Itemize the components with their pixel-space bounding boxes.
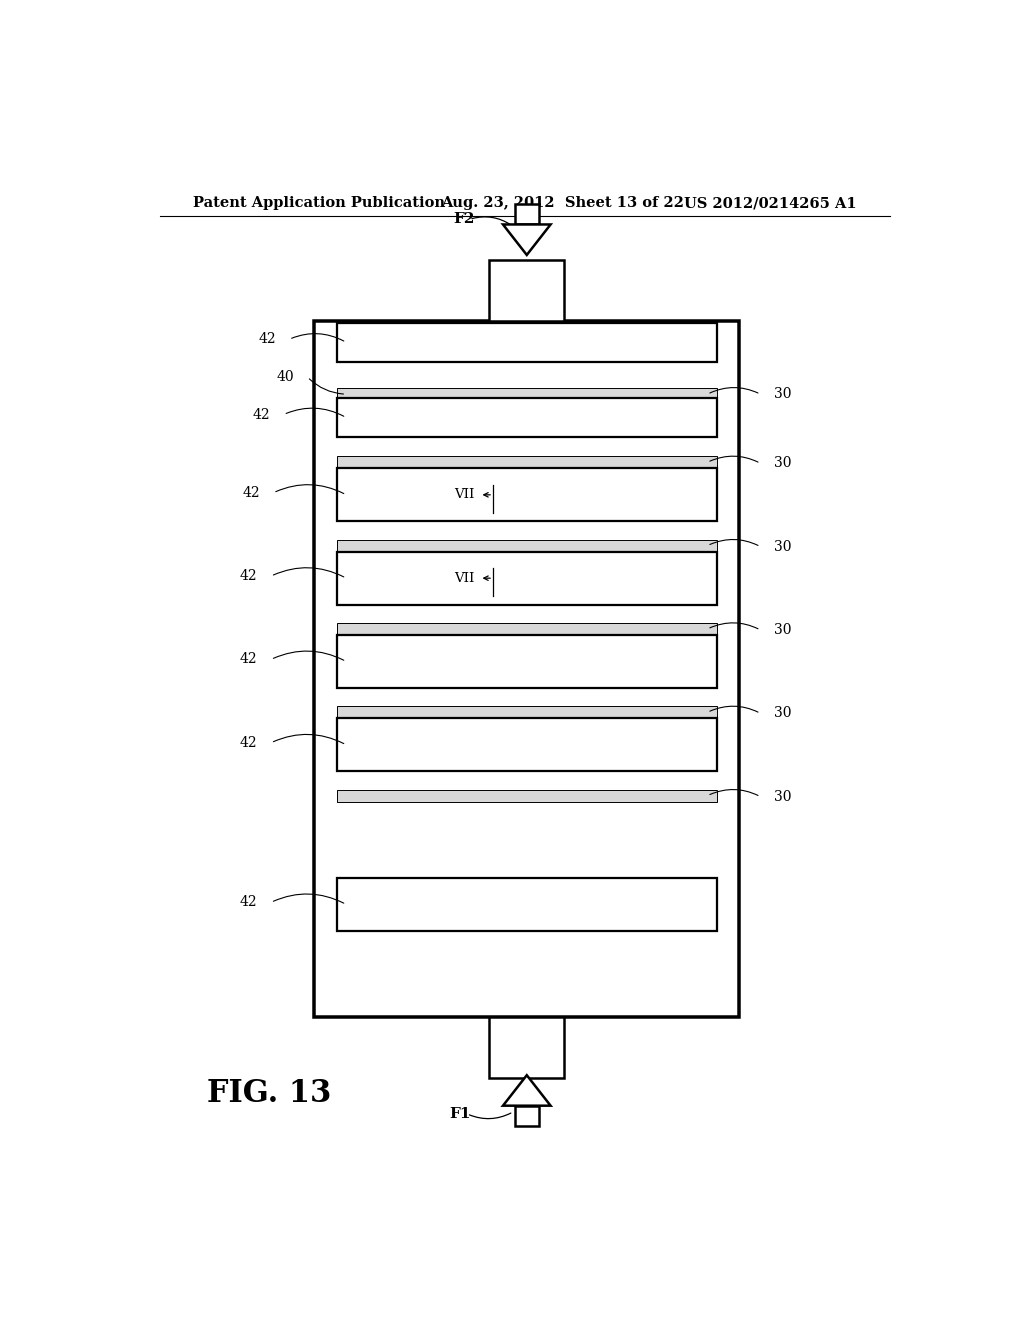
Bar — [337, 623, 717, 635]
Bar — [314, 321, 739, 1018]
Bar — [337, 878, 717, 931]
Text: VII: VII — [455, 488, 475, 502]
Text: 42: 42 — [240, 569, 257, 583]
Text: Aug. 23, 2012  Sheet 13 of 22: Aug. 23, 2012 Sheet 13 of 22 — [441, 197, 684, 210]
Text: 30: 30 — [774, 706, 792, 721]
Text: F1: F1 — [450, 1106, 471, 1121]
Bar — [515, 205, 539, 224]
Bar — [337, 323, 717, 362]
Polygon shape — [503, 224, 551, 255]
Text: US 2012/0214265 A1: US 2012/0214265 A1 — [684, 197, 856, 210]
Text: 30: 30 — [774, 457, 792, 470]
Bar — [489, 260, 564, 321]
Bar — [337, 635, 717, 688]
Text: 40: 40 — [276, 370, 294, 384]
Bar — [515, 1106, 539, 1126]
Text: 42: 42 — [253, 408, 270, 421]
Text: 42: 42 — [240, 895, 257, 909]
Text: 30: 30 — [774, 387, 792, 401]
Bar — [337, 469, 717, 521]
Text: 42: 42 — [243, 486, 260, 500]
Bar — [489, 1018, 564, 1078]
Bar — [337, 399, 717, 437]
Text: 30: 30 — [774, 540, 792, 553]
Bar — [337, 789, 717, 801]
Bar — [337, 706, 717, 718]
Text: 42: 42 — [240, 735, 257, 750]
Bar — [337, 718, 717, 771]
Text: F2: F2 — [454, 213, 475, 227]
Bar — [337, 552, 717, 605]
Text: VII: VII — [455, 572, 475, 585]
Bar — [337, 457, 717, 469]
Text: 42: 42 — [240, 652, 257, 667]
Bar — [337, 540, 717, 552]
Text: 30: 30 — [774, 789, 792, 804]
Text: 30: 30 — [774, 623, 792, 638]
Text: FIG. 13: FIG. 13 — [207, 1078, 332, 1109]
Bar — [337, 388, 717, 400]
Polygon shape — [503, 1076, 551, 1106]
Text: 42: 42 — [258, 333, 275, 346]
Text: Patent Application Publication: Patent Application Publication — [194, 197, 445, 210]
